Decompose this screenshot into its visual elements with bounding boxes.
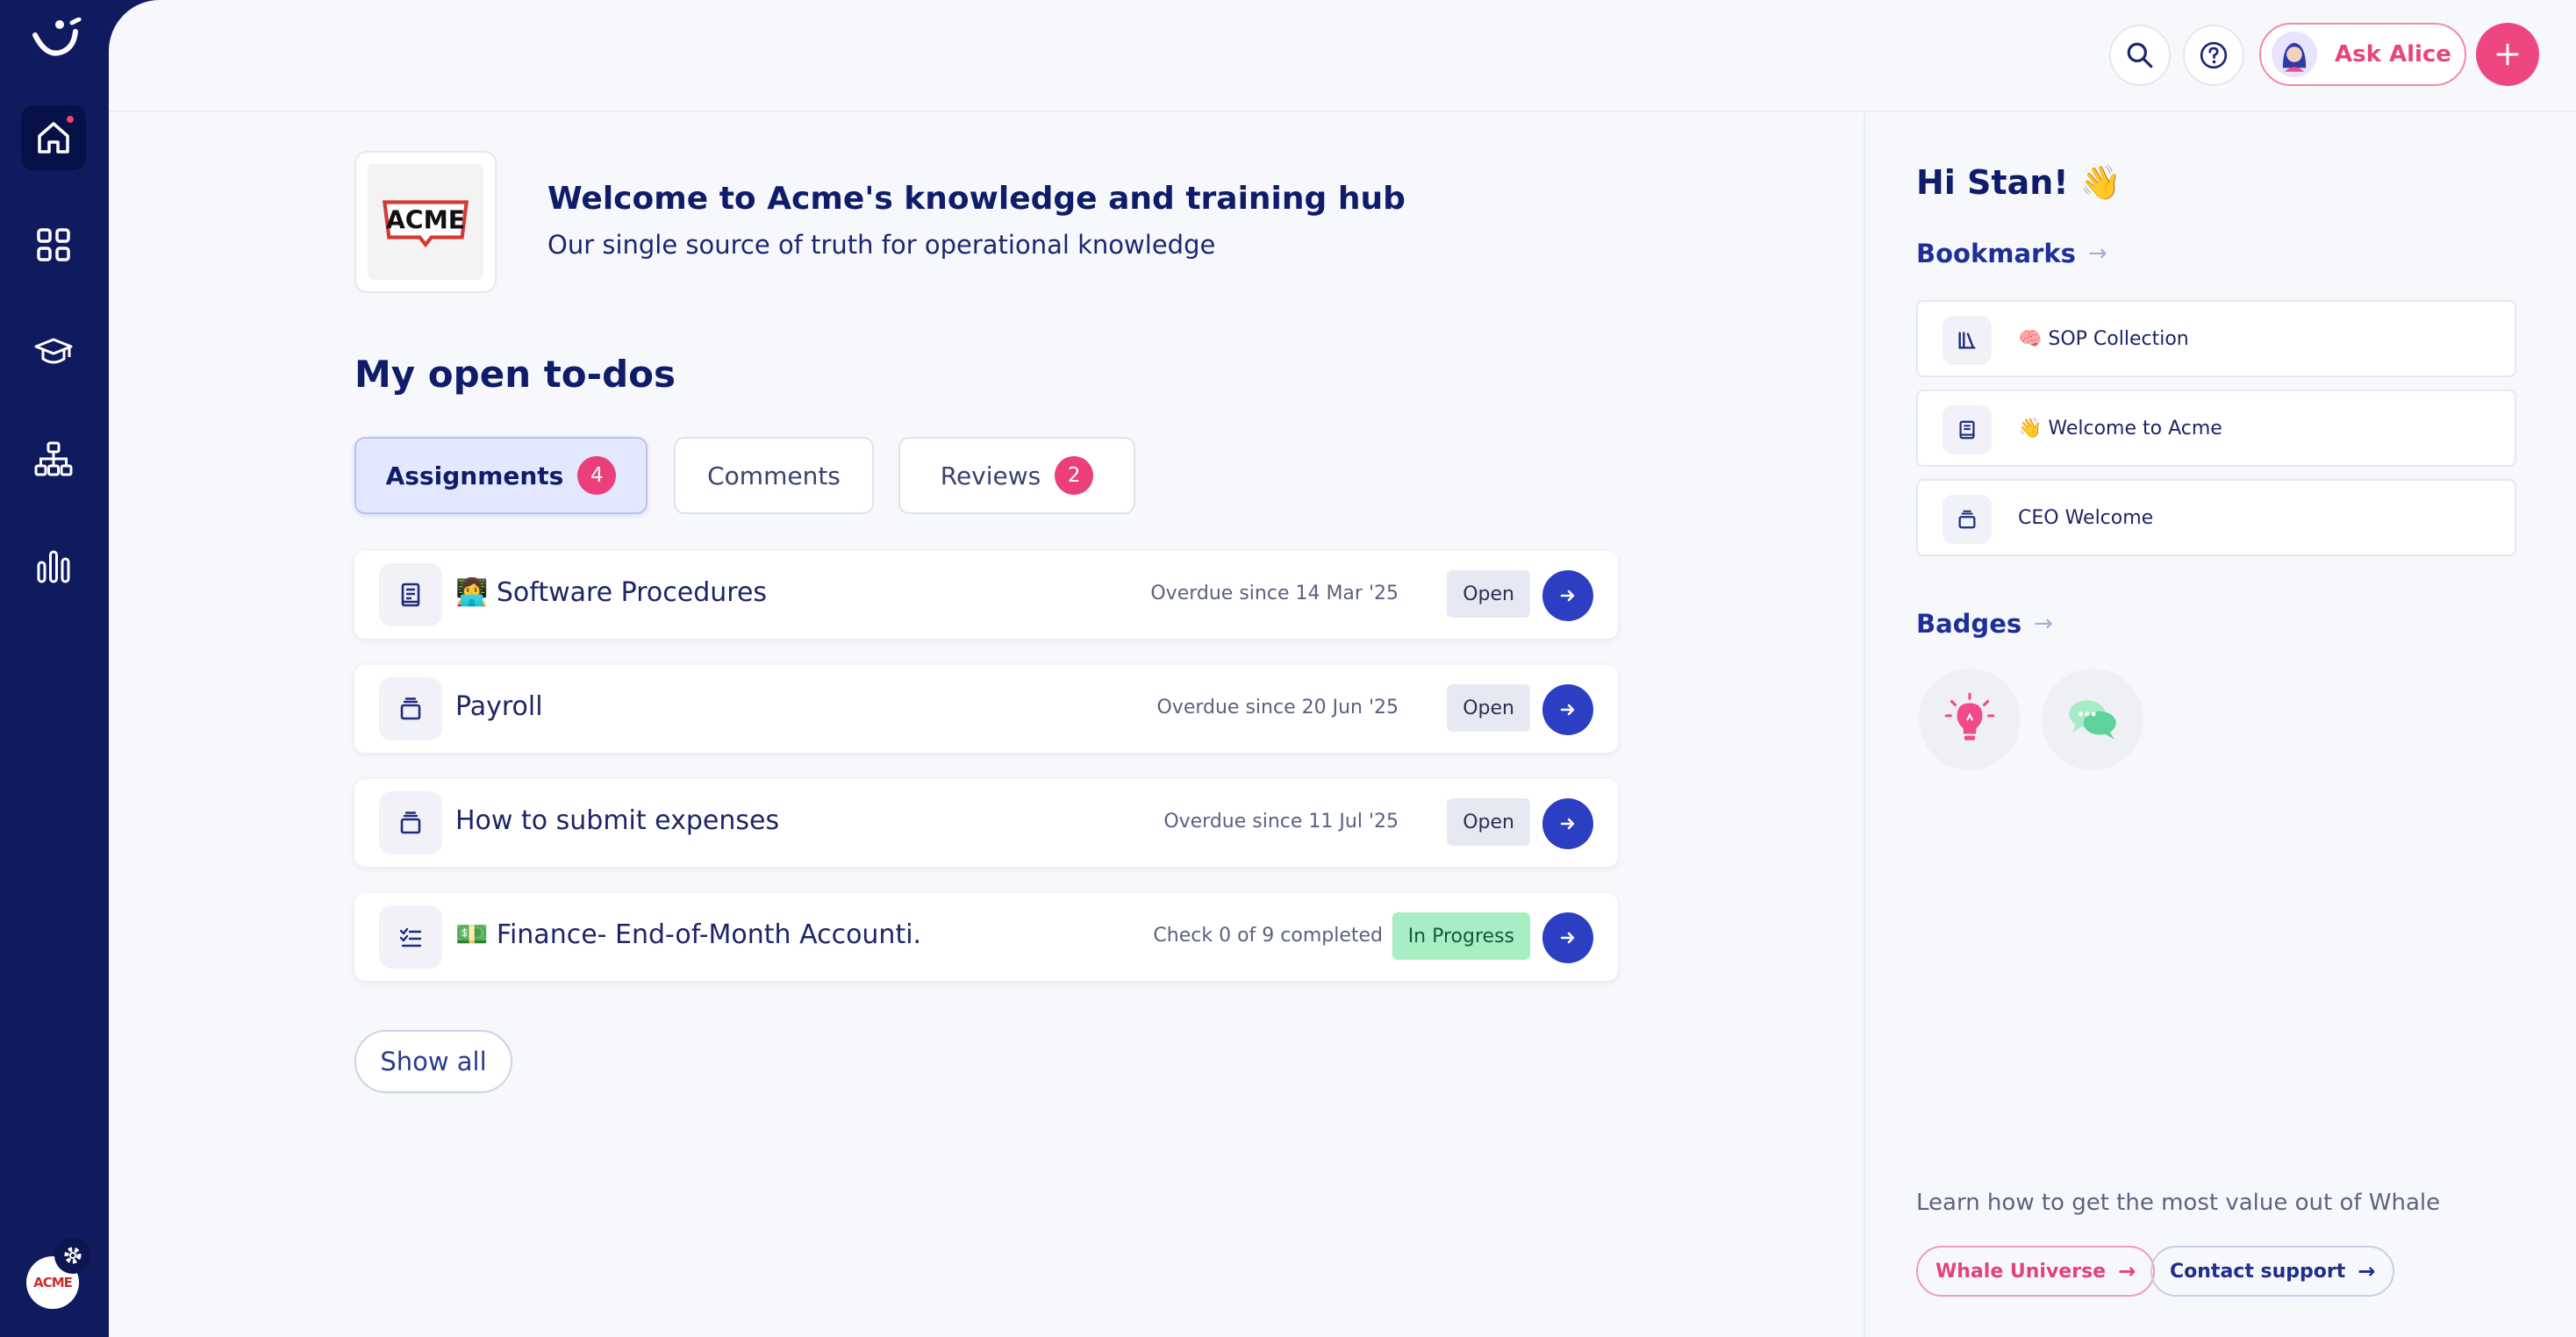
todo-row-finance-eom[interactable]: 💵 Finance- End-of-Month Accounti. Check … — [354, 893, 1618, 981]
badges-heading-link[interactable]: Badges → — [1916, 609, 2053, 639]
arrow-right-icon — [1560, 932, 1575, 944]
hub-title: Welcome to Acme's knowledge and training… — [547, 181, 1406, 217]
stack-icon — [379, 791, 442, 854]
bookmark-label: CEO Welcome — [2018, 507, 2154, 529]
acme-logo-icon: ACME — [382, 200, 469, 248]
help-icon — [2200, 41, 2228, 69]
ask-alice-label: Ask Alice — [2335, 41, 2451, 68]
bar-chart-icon — [37, 550, 70, 583]
badges-title: Badges — [1916, 609, 2022, 639]
hub-subtitle: Our single source of truth for operation… — [547, 230, 1216, 260]
todo-row-software-procedures[interactable]: 👩‍💻 Software Procedures Overdue since 14… — [354, 551, 1618, 639]
stack-icon — [379, 677, 442, 740]
ask-alice-button[interactable]: Ask Alice — [2259, 23, 2466, 86]
bookmark-item[interactable]: CEO Welcome — [1916, 479, 2516, 556]
whale-universe-link[interactable]: Whale Universe → — [1916, 1246, 2156, 1297]
todo-title: 👩‍💻 Software Procedures — [455, 577, 768, 608]
todo-row-expenses[interactable]: How to submit expenses Overdue since 11 … — [354, 779, 1618, 867]
assignments-count-badge: 4 — [577, 456, 617, 495]
stack-icon — [1943, 495, 1992, 544]
sidebar-item-org-chart[interactable] — [21, 426, 86, 491]
sidebar-item-home[interactable] — [21, 105, 86, 170]
todo-open-button[interactable] — [1542, 684, 1593, 735]
whale-logo-icon[interactable] — [30, 17, 84, 63]
notification-dot — [65, 114, 75, 125]
bookmark-label: 🧠 SOP Collection — [2018, 328, 2189, 350]
bookmark-item[interactable]: 🧠 SOP Collection — [1916, 300, 2516, 377]
tab-reviews-label: Reviews — [940, 461, 1041, 490]
library-icon — [1943, 316, 1992, 365]
greeting: Hi Stan! 👋 — [1916, 163, 2122, 202]
settings-gear-icon[interactable] — [54, 1237, 91, 1274]
todo-status-badge: Open — [1447, 798, 1530, 846]
todo-title: 💵 Finance- End-of-Month Accounti. — [455, 919, 922, 950]
top-bar: Ask Alice — [109, 0, 2576, 112]
search-icon — [2127, 42, 2153, 68]
bookmark-item[interactable]: 👋 Welcome to Acme — [1916, 390, 2516, 467]
tab-comments[interactable]: Comments — [674, 437, 874, 514]
contact-support-label: Contact support — [2170, 1260, 2346, 1283]
todo-due-text: Overdue since 20 Jun '25 — [1156, 697, 1399, 719]
sidebar-item-analytics[interactable] — [21, 533, 86, 598]
todo-row-payroll[interactable]: Payroll Overdue since 20 Jun '25 Open — [354, 665, 1618, 753]
svg-text:ACME: ACME — [386, 206, 465, 235]
todo-open-button[interactable] — [1542, 912, 1593, 963]
arrow-right-icon — [1560, 590, 1575, 602]
todo-open-button[interactable] — [1542, 570, 1593, 621]
hub-logo: ACME — [354, 151, 497, 293]
graduation-cap-icon — [34, 338, 73, 364]
arrow-right-icon: → — [2034, 611, 2053, 637]
checklist-icon — [379, 905, 442, 969]
document-icon — [1943, 405, 1992, 454]
tab-assignments-label: Assignments — [385, 461, 564, 490]
plus-icon — [2496, 43, 2519, 66]
sidebar-item-apps[interactable] — [21, 212, 86, 277]
sidebar-item-training[interactable] — [21, 319, 86, 384]
todo-due-text: Overdue since 11 Jul '25 — [1163, 811, 1399, 833]
bookmark-label: 👋 Welcome to Acme — [2018, 418, 2222, 440]
reviews-count-badge: 2 — [1055, 456, 1094, 495]
todo-due-text: Overdue since 14 Mar '25 — [1150, 583, 1399, 604]
todo-title: Payroll — [455, 691, 543, 722]
arrow-right-icon — [1560, 704, 1575, 716]
arrow-right-icon — [1560, 818, 1575, 830]
document-icon — [379, 563, 442, 626]
show-all-button[interactable]: Show all — [354, 1030, 512, 1093]
sidebar: ACME — [0, 0, 109, 1337]
todo-progress-text: Check 0 of 9 completed — [1153, 925, 1383, 947]
arrow-right-icon: → — [2087, 240, 2107, 267]
todo-status-badge: Open — [1447, 684, 1530, 732]
arrow-right-icon: → — [2358, 1259, 2376, 1283]
todos-title: My open to-dos — [354, 353, 676, 396]
home-icon — [38, 122, 69, 154]
help-button[interactable] — [2183, 25, 2244, 86]
footer-help-text: Learn how to get the most value out of W… — [1916, 1190, 2441, 1216]
create-button[interactable] — [2476, 23, 2539, 86]
lightbulb-icon[interactable] — [1919, 668, 2021, 770]
contact-support-link[interactable]: Contact support → — [2150, 1246, 2395, 1297]
todo-status-badge: Open — [1447, 570, 1530, 618]
chat-bubbles-icon[interactable] — [2042, 668, 2143, 770]
right-column — [1864, 112, 2576, 1337]
tab-reviews[interactable]: Reviews 2 — [898, 437, 1135, 514]
todo-title: How to submit expenses — [455, 805, 780, 836]
bookmarks-title: Bookmarks — [1916, 239, 2076, 268]
whale-universe-label: Whale Universe — [1936, 1260, 2107, 1283]
todo-status-badge: In Progress — [1392, 912, 1530, 960]
tab-comments-label: Comments — [707, 461, 841, 490]
tab-assignments[interactable]: Assignments 4 — [354, 437, 648, 514]
bookmarks-heading-link[interactable]: Bookmarks → — [1916, 239, 2107, 268]
org-chart-icon — [34, 441, 73, 476]
todo-open-button[interactable] — [1542, 798, 1593, 849]
search-button[interactable] — [2109, 25, 2171, 86]
grid-icon — [37, 228, 70, 261]
arrow-right-icon: → — [2118, 1259, 2136, 1283]
alice-avatar — [2272, 32, 2317, 77]
